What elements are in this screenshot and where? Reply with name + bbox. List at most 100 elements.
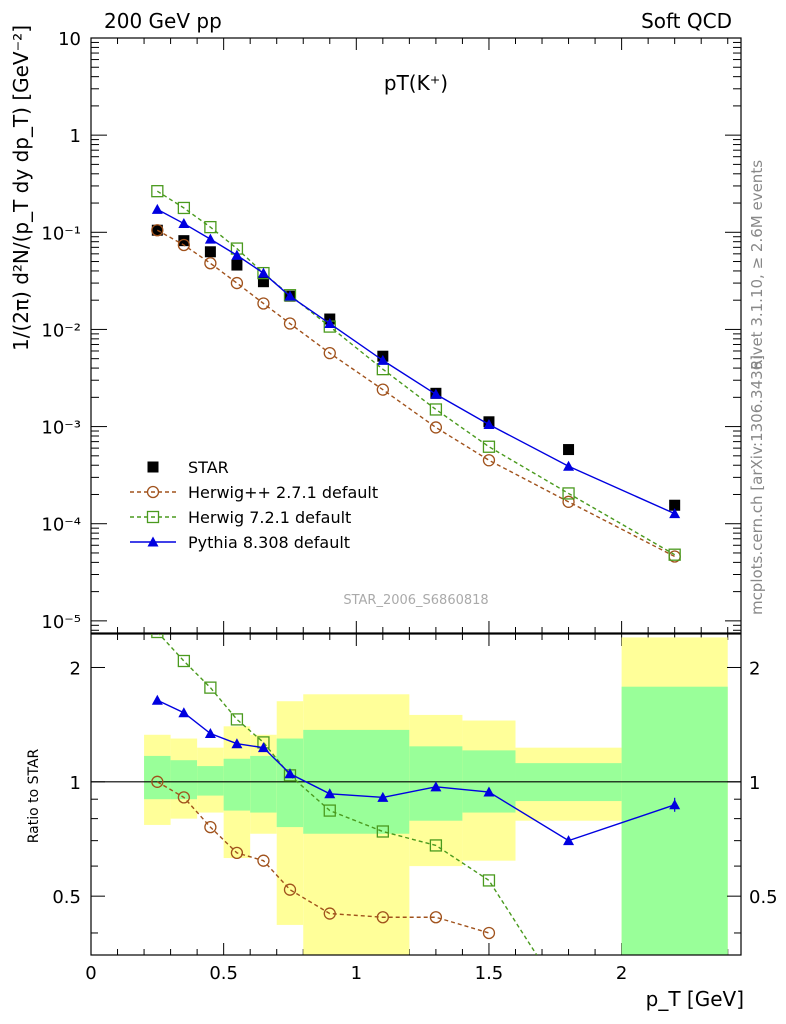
data-point	[668, 548, 681, 561]
x-tick-label: 1	[351, 963, 362, 984]
ratio-data-point	[376, 825, 389, 838]
legend-label: Herwig++ 2.7.1 default	[188, 483, 378, 502]
uncertainty-band-inner	[170, 760, 198, 800]
data-point	[482, 454, 496, 467]
data-point	[323, 346, 336, 360]
data-point	[257, 276, 269, 288]
main-y-tick-label: 10⁻⁵	[41, 612, 81, 633]
data-point	[178, 218, 190, 229]
series-herwig-2-7-1-default	[151, 224, 681, 563]
ratio-data-point	[204, 820, 217, 834]
main-y-tick-label: 10⁻³	[41, 418, 81, 439]
ratio-data-point	[204, 728, 216, 739]
header-left-label: 200 GeV pp	[104, 9, 222, 33]
series-star	[151, 224, 681, 511]
legend-marker	[147, 536, 159, 547]
ratio-data-point	[151, 775, 164, 788]
ratio-data-point	[482, 874, 496, 887]
legend-entry-star: STAR	[147, 458, 229, 477]
legend-marker	[146, 485, 160, 499]
ratio-series-pythia-8-308-default	[151, 694, 681, 846]
ratio-data-point	[429, 839, 443, 852]
data-point	[204, 220, 217, 234]
series-line	[156, 208, 675, 515]
legend-marker	[146, 510, 160, 524]
series-herwig-7-2-1-default	[151, 185, 681, 561]
data-point	[204, 257, 217, 270]
ratio-data-point	[377, 791, 389, 802]
ratio-y-tick-label-right: 0.5	[749, 887, 778, 908]
data-point	[669, 508, 681, 519]
ratio-data-point	[178, 707, 190, 718]
data-point	[283, 317, 297, 330]
ratio-y-tick-label-right: 2	[749, 658, 760, 679]
main-plot-frame	[90, 37, 742, 634]
ratio-data-point	[429, 911, 443, 924]
ratio-data-point	[151, 694, 163, 705]
series-line	[156, 190, 676, 556]
x-axis-label: p_T [GeV]	[646, 987, 744, 1011]
ratio-data-point	[177, 791, 191, 804]
legend-entry-herwig-2-7-1-default: Herwig++ 2.7.1 default	[130, 483, 378, 502]
legend-entry-pythia-8-308-default: Pythia 8.308 default	[130, 533, 350, 552]
ratio-data-point	[323, 804, 336, 817]
data-point	[376, 383, 389, 396]
ratio-data-point	[230, 713, 244, 726]
main-y-tick-label: 10⁻²	[41, 320, 81, 341]
uncertainty-band-inner	[250, 755, 277, 813]
main-y-tick-label: 1	[70, 126, 81, 147]
data-point	[669, 499, 681, 511]
ratio-y-tick-label: 0.5	[52, 887, 81, 908]
data-point	[482, 440, 496, 453]
ratio-data-point	[376, 911, 389, 924]
ratio-data-point	[230, 846, 244, 860]
x-tick-label: 1.5	[475, 963, 504, 984]
data-point	[429, 403, 443, 416]
uncertainty-band-inner	[197, 766, 224, 796]
data-point	[231, 249, 243, 260]
legend-marker	[147, 461, 159, 473]
data-point	[429, 421, 443, 434]
uncertainty-band-inner	[621, 686, 728, 955]
data-point	[430, 388, 442, 399]
ratio-series-line	[156, 781, 490, 934]
ratio-data-point	[483, 786, 495, 797]
uncertainty-band-inner	[276, 738, 304, 828]
data-point	[257, 267, 269, 278]
legend-label: Herwig 7.2.1 default	[188, 508, 351, 527]
ratio-y-tick-label: 2	[70, 658, 81, 679]
ratio-series-line	[157, 699, 675, 842]
mcplots-label: mcplots.cern.ch [arXiv:1306.3436]	[748, 355, 766, 615]
analysis-watermark: STAR_2006_S6860818	[343, 593, 488, 608]
data-point	[283, 289, 297, 302]
data-point	[563, 444, 575, 456]
ratio-y-axis-label: Ratio to STAR	[26, 748, 42, 843]
data-point	[177, 238, 191, 252]
main-y-tick-label: 10⁻⁴	[41, 515, 81, 536]
data-point	[177, 201, 191, 215]
ratio-y-tick-label-right: 1	[749, 773, 760, 794]
data-point	[151, 224, 164, 237]
series-pythia-8-308-default	[151, 203, 681, 519]
main-plot-title: pT(K⁺)	[384, 71, 448, 95]
ratio-data-point	[563, 835, 575, 846]
ratio-data-point	[323, 907, 336, 920]
ratio-data-point	[284, 768, 296, 779]
ratio-y-tick-label: 1	[70, 773, 81, 794]
ratio-data-point	[430, 781, 442, 792]
data-point	[231, 259, 243, 271]
ratio-series-herwig-2-7-1-default	[151, 775, 496, 940]
ratio-data-point	[324, 788, 336, 799]
ratio-data-point	[257, 854, 270, 867]
data-point	[257, 297, 270, 310]
data-point	[562, 487, 575, 500]
header-right-label: Soft QCD	[641, 9, 732, 33]
ratio-series	[151, 634, 681, 955]
ratio-data-point	[204, 681, 217, 694]
legend-label: Pythia 8.308 default	[188, 533, 350, 552]
x-tick-label: 0	[85, 963, 96, 984]
ratio-data-point	[177, 654, 191, 668]
main-y-tick-label: 10	[58, 29, 81, 50]
main-plot-area: 10 1 10⁻¹ 10⁻² 10⁻³ 10⁻⁴ 10⁻⁵	[41, 29, 742, 955]
data-point	[151, 203, 163, 214]
